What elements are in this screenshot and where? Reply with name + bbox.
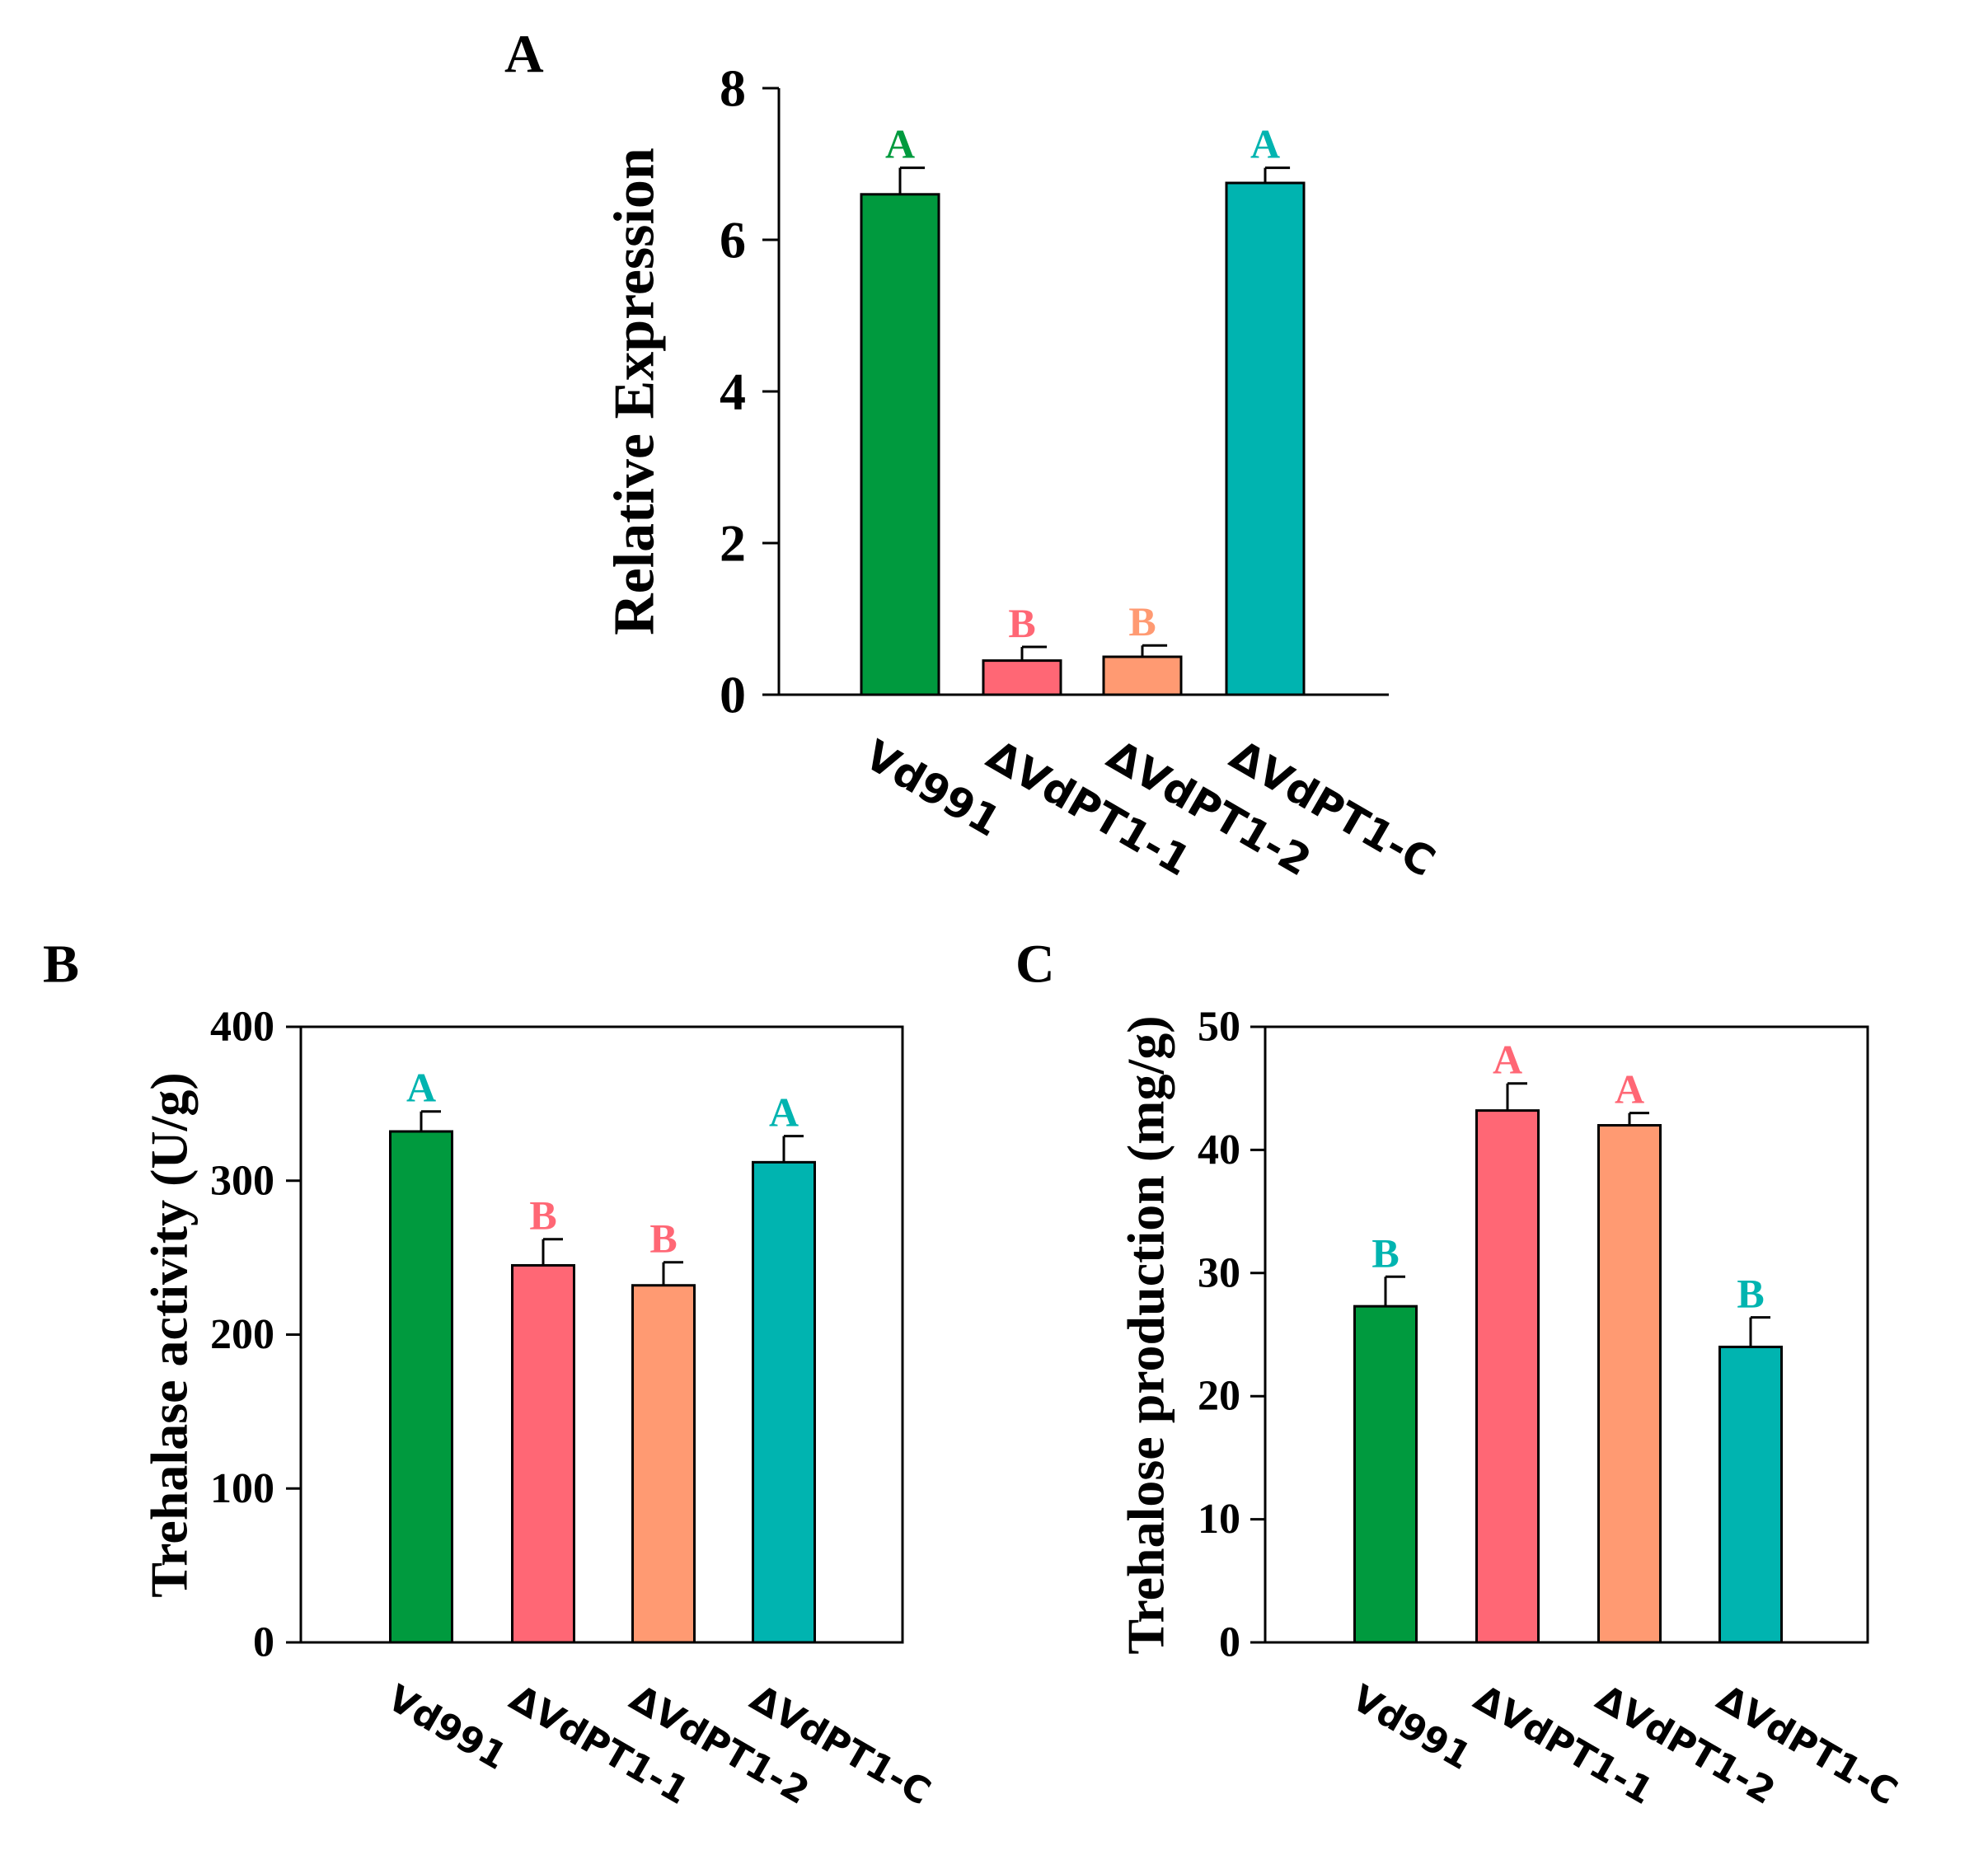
category-label: Vd991 [857,731,1009,846]
significance-letter: B [1371,1230,1399,1276]
panel-letter: A [504,25,544,85]
y-tick-label: 200 [210,1311,274,1358]
significance-letter: B [1737,1271,1764,1317]
significance-letter: A [406,1065,436,1111]
significance-letter: A [885,121,915,167]
significance-letter: A [1250,121,1280,167]
y-tick-label: 30 [1198,1249,1240,1296]
bar-vdpt1-2 [1102,655,1183,696]
panel-c: C 0 10 20 30 40 50 Trehalose production (mg/g) B… [1015,935,1904,1814]
panel-letter: B [43,935,79,995]
significance-letter: A [769,1089,799,1136]
bar-vd991 [1353,1305,1418,1644]
bar-vdpt1-1 [1475,1109,1540,1644]
y-tick-label: 0 [253,1619,274,1666]
y-tick-label: 50 [1198,1004,1240,1051]
bar-vdpt1-2 [631,1284,696,1644]
significance-letter: B [649,1216,677,1262]
y-tick-label: 0 [720,666,746,724]
bar-vdpt1-c [1225,181,1306,696]
category-label: Vd991 [381,1677,514,1778]
y-tick-label: 8 [720,59,746,118]
plot-frame [1264,1025,1869,1644]
bar-vdpt1-2 [1597,1124,1662,1644]
bar-vd991 [860,193,940,696]
significance-letter: A [1493,1037,1522,1083]
bar-vd991 [389,1130,453,1644]
y-tick-label: 2 [720,514,746,573]
bar-vdpt1-c [1718,1345,1783,1644]
category-label: Vd991 [1345,1677,1479,1778]
bar-vdpt1-1 [511,1263,575,1644]
y-tick-label: 0 [1219,1619,1240,1666]
y-tick-label: 400 [210,1004,274,1051]
y-tick-label: 40 [1198,1127,1240,1173]
bar-vdpt1-c [752,1160,816,1644]
y-tick-label: 20 [1198,1373,1240,1420]
panel-letter: C [1015,935,1055,995]
significance-letter: B [1128,598,1156,644]
significance-letter: B [1008,600,1035,646]
y-axis-title: Trehalose production (mg/g) [1117,1015,1175,1654]
y-tick-label: 6 [720,211,746,269]
y-tick-label: 4 [720,363,746,421]
y-tick-label: 100 [210,1465,274,1512]
y-axis-title: Trehalase activity (U/g) [140,1072,199,1598]
significance-letter: B [529,1192,556,1239]
y-tick-label: 10 [1198,1496,1240,1543]
significance-letter: A [1615,1066,1644,1113]
y-axis-title: Relative Expression [603,148,667,635]
bar-vdpt1-1 [982,659,1062,696]
y-tick-label: 300 [210,1157,274,1204]
